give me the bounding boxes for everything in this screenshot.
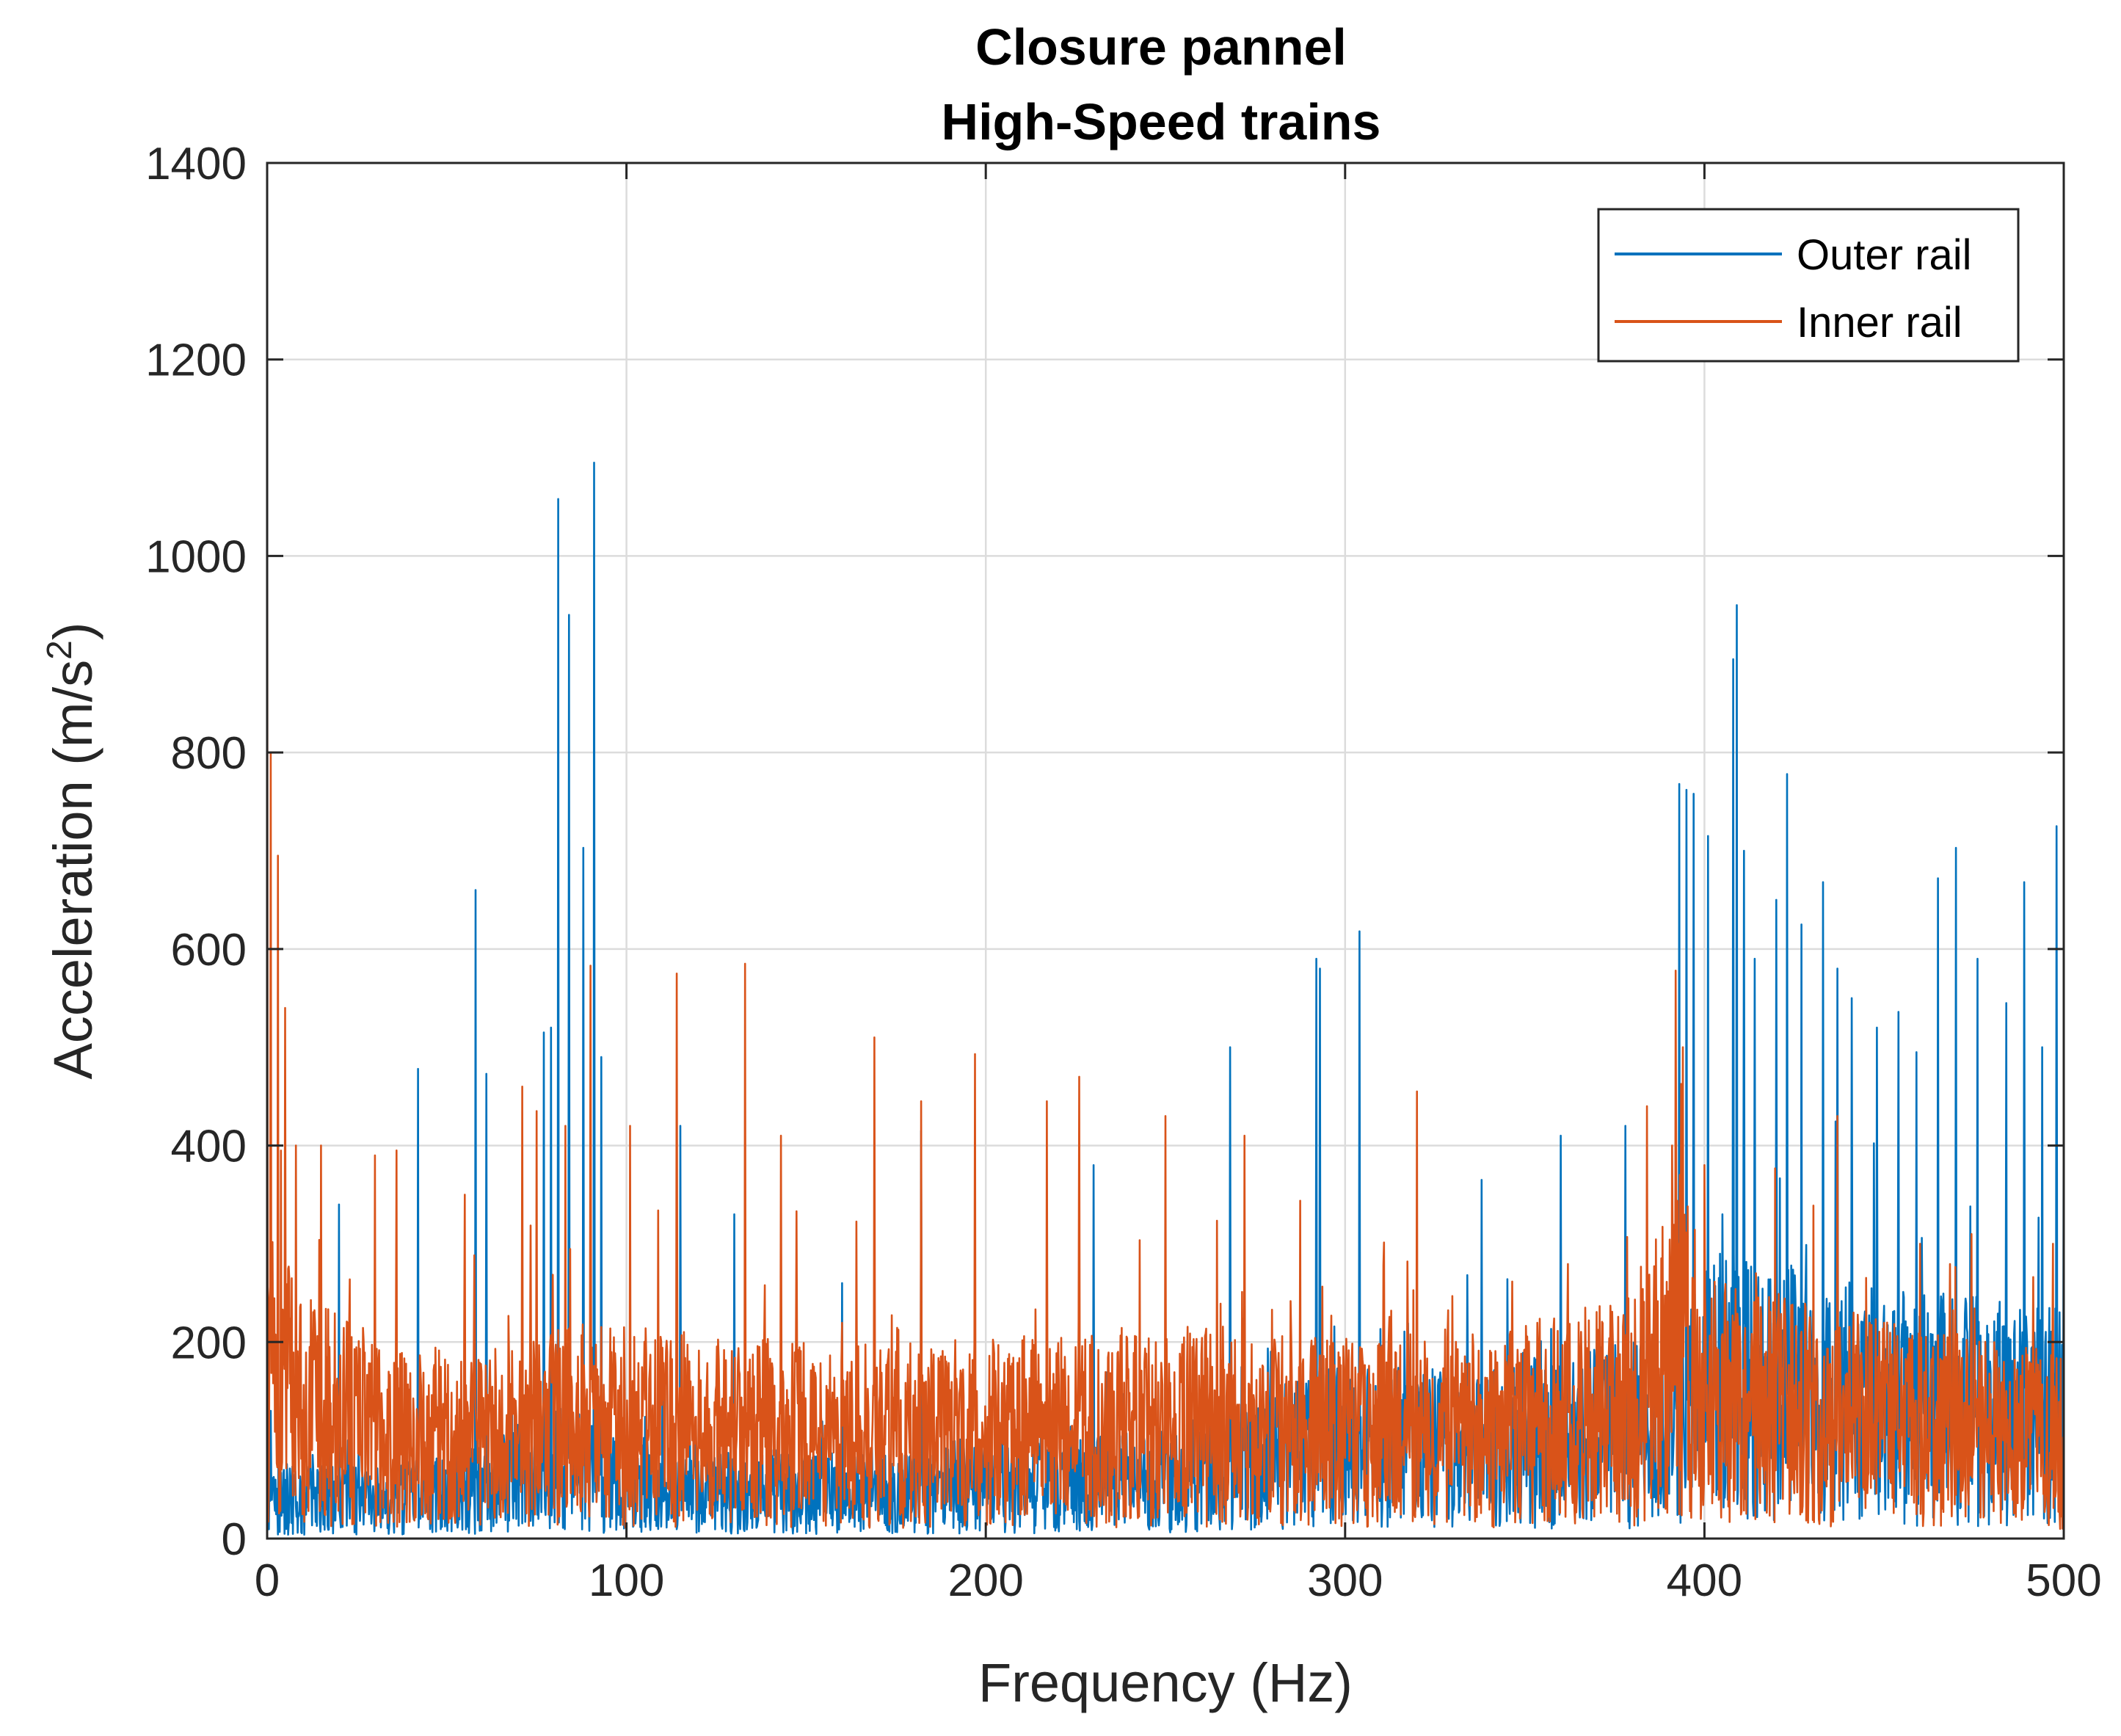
x-axis-label: Frequency (Hz) (978, 1652, 1353, 1713)
x-tick-label: 100 (589, 1555, 664, 1606)
x-tick-label: 200 (947, 1555, 1023, 1606)
y-tick-label: 200 (171, 1318, 247, 1368)
y-tick-label: 600 (171, 925, 247, 976)
y-axis-label-suffix: ) (43, 622, 103, 641)
legend-label-inner-rail: Inner rail (1797, 299, 1962, 346)
legend-label-outer-rail: Outer rail (1797, 231, 1972, 279)
plot-frame (266, 161, 2065, 1540)
y-tick-labels: 0 200 400 600 800 1000 1200 1400 (145, 139, 247, 1565)
y-axis-label-superscript: 2 (40, 640, 79, 660)
x-tick-labels: 0 100 200 300 400 500 (255, 1555, 2102, 1606)
y-tick-label: 0 (222, 1514, 247, 1565)
chart-title-line-1: Closure pannel (975, 18, 1347, 76)
y-tick-label: 1000 (145, 531, 247, 582)
y-tick-label: 400 (171, 1122, 247, 1172)
y-axis-label-main: Acceleration (m/s (43, 660, 103, 1080)
chart-title: Closure pannel High-Speed trains (942, 18, 1381, 150)
y-tick-label: 1200 (145, 335, 247, 386)
series-line-inner-rail (267, 290, 2064, 1530)
y-tick-label: 800 (171, 728, 247, 779)
y-tick-label: 1400 (145, 139, 247, 189)
plot-area (267, 290, 2064, 1536)
x-tick-label: 400 (1667, 1555, 1742, 1606)
y-axis-label: Acceleration (m/s2) (40, 622, 103, 1080)
chart-title-line-2: High-Speed trains (942, 93, 1381, 150)
x-tick-label: 0 (255, 1555, 280, 1606)
x-tick-label: 300 (1307, 1555, 1383, 1606)
legend: Outer rail Inner rail (1597, 208, 2020, 363)
axis-ticks (266, 161, 2065, 1540)
x-tick-label: 500 (2026, 1555, 2101, 1606)
legend-box (1597, 208, 2020, 363)
